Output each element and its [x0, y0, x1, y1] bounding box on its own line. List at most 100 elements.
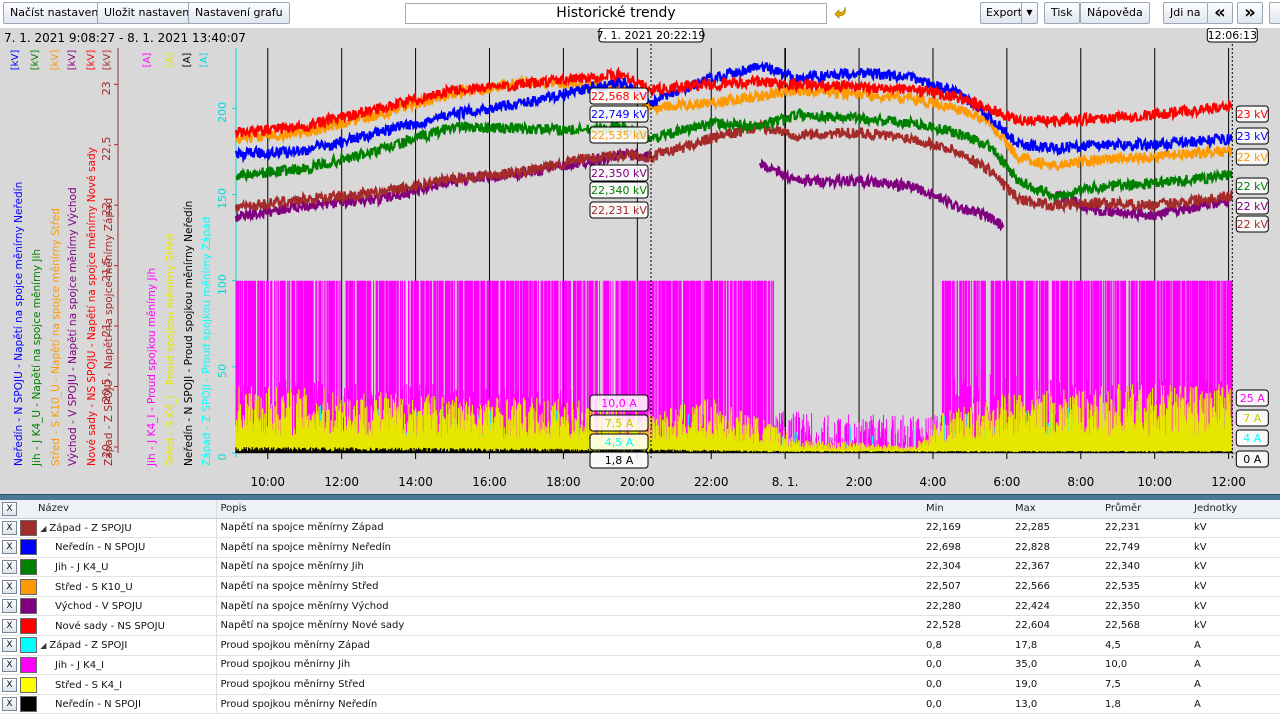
header-description[interactable]: Popis — [215, 500, 922, 519]
collapse-triangle-icon[interactable]: ◢ — [40, 523, 47, 533]
prev-page-icon[interactable]: « — [1207, 2, 1233, 24]
series-color-swatch[interactable] — [20, 656, 37, 673]
axis-unit-label: [A] — [142, 53, 153, 68]
series-axis-title: Nové sady - NS SPOJU - Napětí na spojce … — [86, 147, 98, 466]
cursor-value-label: 22,231 kV — [591, 204, 647, 217]
cursor-value-box — [1235, 450, 1269, 468]
header-unit[interactable]: Jednotky — [1190, 500, 1280, 519]
remove-series-button[interactable]: X — [2, 520, 17, 535]
header-max[interactable]: Max — [1011, 500, 1101, 519]
cursor-value-label: 23 kV — [1237, 130, 1269, 143]
series-min: 22,304 — [922, 557, 1011, 578]
series-axis-title: Jih - J K4_I - Proud spojkou měnírny Jih — [146, 268, 158, 467]
series-name: Západ - Z SPOJI — [49, 640, 128, 652]
table-row[interactable]: X ◢ Západ - Z SPOJU Napětí na spojce měnír… — [0, 518, 1280, 539]
table-row[interactable]: X Nové sady - NS SPOJU Napětí na spojce mě… — [0, 615, 1280, 637]
cursor-value-box — [589, 433, 649, 451]
series-min: 22,507 — [922, 576, 1011, 597]
series-unit: kV — [1190, 537, 1280, 558]
cursor-value-label: 22,340 kV — [591, 184, 647, 197]
chevron-down-icon: ▼ — [1021, 3, 1037, 23]
remove-series-button[interactable]: X — [2, 599, 17, 614]
series-color-swatch[interactable] — [20, 558, 37, 575]
header-min[interactable]: Min — [922, 500, 1011, 519]
axis-unit-label: [A] — [182, 53, 193, 68]
load-settings-button[interactable]: Načíst nastavení — [3, 2, 109, 24]
voltage-tick-label: 22 — [100, 202, 113, 216]
chart-settings-button[interactable]: Nastavení grafu — [188, 2, 290, 24]
series-unit: kV — [1190, 557, 1280, 578]
table-row[interactable]: X ◢ Západ - Z SPOJI Proud spojkou měnírny … — [0, 635, 1280, 656]
more-icon[interactable] — [1269, 2, 1280, 24]
series-avg: 22,749 — [1101, 537, 1190, 558]
series-color-swatch[interactable] — [20, 519, 37, 536]
cursor-value-label: 4,5 A — [605, 436, 634, 449]
remove-series-button[interactable]: X — [2, 579, 17, 594]
next-page-icon[interactable]: » — [1237, 2, 1263, 24]
undo-arrow-icon[interactable] — [832, 4, 848, 22]
chart-canvas[interactable]: 10:00 12:00 14:00 16:00 18:00 20:00 22:00 8. 1.… — [0, 28, 1280, 494]
collapse-triangle-icon[interactable]: ◢ — [40, 641, 47, 651]
cursor-value-box — [589, 181, 649, 199]
cursor-value-label: 1,8 A — [605, 454, 634, 467]
series-min: 22,528 — [922, 615, 1011, 637]
cursor-value-box — [1235, 148, 1269, 166]
x-tick-label: 8. 1. — [772, 475, 799, 489]
series-axis-title: Neředín - N SPOJI - Proud spojkou měnírn… — [183, 201, 195, 466]
series-color-swatch[interactable] — [20, 696, 37, 713]
series-description: Napětí na spojce měnírny Jih — [215, 557, 922, 578]
header-avg[interactable]: Průměr — [1101, 500, 1190, 519]
series-color-swatch[interactable] — [20, 578, 37, 595]
axis-unit-label: [kV] — [10, 50, 21, 71]
trend-chart[interactable]: 7. 1. 2021 9:08:27 - 8. 1. 2021 13:40:07… — [0, 28, 1280, 494]
header-name[interactable]: Název — [18, 500, 216, 519]
axis-unit-label: [A] — [199, 53, 210, 68]
series-axis-title: Střed - S K10_U - Napětí na spojce měnír… — [50, 208, 62, 466]
remove-series-button[interactable]: X — [2, 559, 17, 574]
series-color-swatch[interactable] — [20, 676, 37, 693]
series-avg: 22,568 — [1101, 615, 1190, 637]
x-tick-label: 2:00 — [846, 475, 873, 489]
cursor-right-time-box — [1206, 28, 1258, 43]
x-tick-label: 20:00 — [620, 475, 655, 489]
table-row[interactable]: X Neředín - N SPOJU Napětí na spojce měnír… — [0, 537, 1280, 558]
print-button[interactable]: Tisk — [1044, 2, 1080, 24]
series-color-swatch[interactable] — [20, 539, 37, 556]
series-color-swatch[interactable] — [20, 637, 37, 654]
remove-series-button[interactable]: X — [2, 657, 17, 672]
time-range-label: 7. 1. 2021 9:08:27 - 8. 1. 2021 13:40:07 — [4, 31, 246, 45]
cursor-value-box — [589, 126, 649, 144]
axis-unit-label: [kV] — [67, 50, 78, 71]
series-table: X Název Popis Min Max Průměr Jednotky X … — [0, 500, 1280, 720]
header-remove-all[interactable]: X — [0, 500, 18, 519]
export-dropdown[interactable]: Export ▼ — [980, 2, 1038, 24]
remove-series-button[interactable]: X — [2, 618, 17, 633]
x-tick-label: 16:00 — [472, 475, 507, 489]
series-color-swatch[interactable] — [20, 617, 37, 634]
remove-series-button[interactable]: X — [2, 540, 17, 555]
series-color-swatch[interactable] — [20, 598, 37, 615]
series-min: 0,0 — [922, 655, 1011, 676]
table-row[interactable]: X Východ - V SPOJU Napětí na spojce měnírn… — [0, 596, 1280, 617]
table-row[interactable]: X Jih - J K4_U Napětí na spojce měnírny Ji… — [0, 557, 1280, 578]
series-unit: kV — [1190, 518, 1280, 539]
help-button[interactable]: Nápověda — [1080, 2, 1150, 24]
cursor-value-label: 7 A — [1243, 412, 1261, 425]
series-description: Proud spojkou měnírny Jih — [215, 655, 922, 676]
save-settings-button[interactable]: Uložit nastavení — [97, 2, 200, 24]
toolbar: Načíst nastavení Uložit nastavení Nastav… — [0, 0, 1280, 28]
series-unit: A — [1190, 674, 1280, 695]
remove-series-button[interactable]: X — [2, 697, 17, 712]
splitter-handle[interactable] — [0, 494, 1280, 500]
table-row[interactable]: X Neředín - N SPOJI Proud spojkou měnírny … — [0, 694, 1280, 715]
table-row[interactable]: X Jih - J K4_I Proud spojkou měnírny Jih 0,… — [0, 655, 1280, 676]
series-axis-title: Západ - Z SPOJU - Napětí na spojce měnír… — [103, 198, 115, 466]
remove-series-button[interactable]: X — [2, 638, 17, 653]
cursor-value-label: 7,5 A — [605, 417, 634, 430]
cursor-value-label: 22 kV — [1237, 151, 1269, 164]
table-row[interactable]: X Střed - S K10_U Napětí na spojce měnírny… — [0, 576, 1280, 597]
goto-button[interactable]: Jdi na — [1163, 2, 1208, 24]
table-row[interactable]: X Střed - S K4_I Proud spojkou měnírny Stř… — [0, 674, 1280, 695]
remove-series-button[interactable]: X — [2, 677, 17, 692]
series-name: Neředín - N SPOJU — [55, 542, 146, 554]
